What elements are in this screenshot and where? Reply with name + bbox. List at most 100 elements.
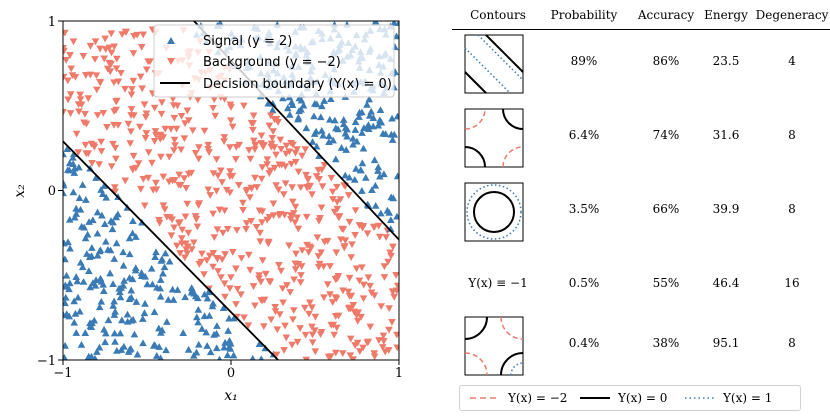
background-point <box>281 180 290 188</box>
signal-point <box>69 153 77 161</box>
background-point <box>110 184 119 192</box>
signal-point <box>65 166 74 174</box>
background-point <box>272 151 280 159</box>
background-point <box>323 281 332 289</box>
background-point <box>328 188 337 196</box>
background-point <box>327 174 336 182</box>
signal-point <box>129 217 137 225</box>
signal-point <box>150 341 159 349</box>
background-point <box>80 119 88 127</box>
background-point <box>271 304 279 311</box>
signal-point <box>198 325 206 332</box>
signal-point <box>316 113 325 121</box>
background-point <box>235 141 243 149</box>
background-point <box>316 331 325 339</box>
background-point <box>363 230 372 238</box>
signal-point <box>376 116 384 124</box>
signal-point <box>393 212 399 220</box>
background-point <box>227 104 235 111</box>
background-legend-marker <box>167 58 175 65</box>
background-point <box>302 213 311 221</box>
background-point <box>173 242 181 250</box>
signal-point <box>162 346 170 354</box>
background-point <box>370 353 379 360</box>
signal-point <box>374 121 383 129</box>
background-point <box>305 310 313 318</box>
signal-point <box>356 166 365 174</box>
signal-point <box>78 263 87 271</box>
background-point <box>340 243 349 250</box>
background-point <box>129 50 138 57</box>
signal-point <box>72 210 81 217</box>
background-point <box>226 173 234 181</box>
signal-point <box>388 136 397 143</box>
background-point <box>293 214 301 222</box>
background-point <box>107 163 116 171</box>
signal-point <box>283 104 292 112</box>
background-point <box>198 250 206 258</box>
signal-point <box>268 106 277 114</box>
background-point <box>269 128 277 136</box>
accuracy-cell: 86% <box>652 54 680 68</box>
background-point <box>137 43 146 51</box>
background-point <box>215 206 224 214</box>
background-point <box>88 160 96 167</box>
signal-point <box>72 273 80 280</box>
signal-point <box>184 345 193 353</box>
background-point <box>107 30 116 38</box>
background-point <box>333 324 341 332</box>
background-point <box>203 257 211 265</box>
background-point <box>294 168 303 176</box>
signal-point <box>87 323 96 331</box>
background-point <box>386 249 394 257</box>
background-point <box>144 174 152 182</box>
x-tick-label: 0 <box>227 366 235 381</box>
background-point <box>226 285 234 292</box>
signal-point <box>119 261 128 269</box>
background-point <box>270 116 279 124</box>
signal-point <box>85 218 93 225</box>
signal-point <box>70 164 79 172</box>
background-point <box>93 86 101 94</box>
background-point <box>167 125 175 133</box>
signal-point <box>127 345 135 352</box>
background-point <box>256 229 264 237</box>
signal-point <box>361 173 370 181</box>
background-point <box>112 155 120 163</box>
background-point <box>66 52 74 59</box>
background-point <box>263 161 271 169</box>
x-tick-label: −1 <box>53 366 72 381</box>
signal-point <box>294 115 302 123</box>
signal-point <box>377 209 385 217</box>
background-point <box>344 305 353 313</box>
signal-point <box>76 307 84 315</box>
background-point <box>370 292 379 300</box>
signal-point <box>302 124 311 132</box>
signal-point <box>360 124 368 132</box>
background-point <box>133 31 141 39</box>
signal-point <box>118 316 126 324</box>
signal-point <box>148 280 157 288</box>
signal-point <box>71 309 80 317</box>
background-point <box>96 78 104 86</box>
signal-point <box>264 99 273 107</box>
background-point <box>144 149 153 157</box>
background-point <box>313 234 322 242</box>
background-point <box>209 210 217 218</box>
signal-point <box>386 225 395 232</box>
background-point <box>81 110 89 118</box>
background-point <box>175 171 183 179</box>
signal-point <box>279 94 287 102</box>
signal-point <box>102 237 110 245</box>
background-point <box>177 112 186 120</box>
background-point <box>212 156 221 164</box>
background-point <box>279 191 288 199</box>
background-point <box>140 202 149 210</box>
background-point <box>136 73 145 81</box>
signal-point <box>75 163 83 171</box>
background-point <box>393 344 399 352</box>
signal-point <box>97 186 105 193</box>
background-point <box>127 106 136 113</box>
background-point <box>282 150 290 158</box>
signal-point <box>345 173 354 181</box>
